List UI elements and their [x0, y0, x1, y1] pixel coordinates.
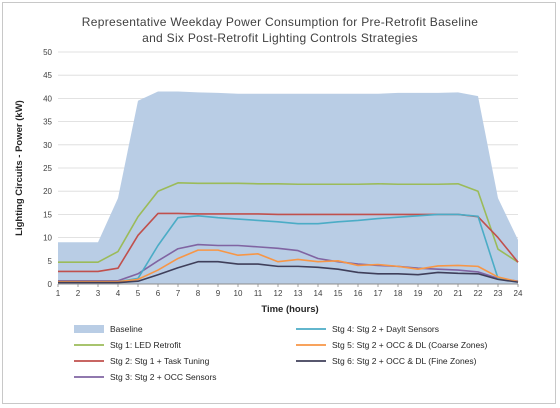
y-tick-label-15: 15	[43, 210, 52, 219]
y-tick-label-45: 45	[43, 71, 52, 80]
x-tick-label-24: 24	[514, 289, 523, 298]
legend-label-5: Stg 5: Stg 2 + OCC & DL (Coarse Zones)	[332, 340, 488, 350]
x-tick-label-15: 15	[334, 289, 343, 298]
x-tick-label-8: 8	[196, 289, 201, 298]
x-tick-label-10: 10	[234, 289, 243, 298]
y-axis-title: Lighting Circuits - Power (kW)	[14, 100, 25, 236]
y-tick-label-25: 25	[43, 164, 52, 173]
chart-title-line-2: and Six Post-Retrofit Lighting Controls …	[142, 31, 418, 45]
x-tick-label-23: 23	[494, 289, 503, 298]
x-tick-label-9: 9	[216, 289, 221, 298]
axes	[57, 283, 519, 287]
x-tick-label-13: 13	[294, 289, 303, 298]
y-tick-label-50: 50	[43, 48, 52, 57]
x-axis-title: Time (hours)	[261, 304, 318, 315]
y-tick-label-40: 40	[43, 94, 52, 103]
x-tick-label-1: 1	[56, 289, 61, 298]
x-tick-label-21: 21	[454, 289, 463, 298]
chart-title-line-1: Representative Weekday Power Consumption…	[82, 15, 478, 29]
legend-label-4: Stg 4: Stg 2 + Daylt Sensors	[332, 324, 439, 334]
y-tick-label-30: 30	[43, 141, 52, 150]
series-line-5	[58, 249, 519, 283]
x-tick-label-18: 18	[394, 289, 403, 298]
series-line-6	[58, 260, 519, 284]
x-tick-label-2: 2	[76, 289, 81, 298]
legend: Baseline Stg 1: LED Retrofit Stg 2: Stg 1 …	[74, 324, 488, 382]
series-area-baseline	[58, 91, 518, 284]
series-line-1	[58, 182, 519, 263]
area-series-layer	[58, 91, 518, 284]
y-tick-label-0: 0	[48, 280, 53, 289]
x-tick-label-17: 17	[374, 289, 383, 298]
x-tick-label-4: 4	[116, 289, 121, 298]
legend-label-6: Stg 6: Stg 2 + OCC & DL (Fine Zones)	[332, 356, 477, 366]
legend-swatch-0	[74, 325, 104, 333]
legend-label-3: Stg 3: Stg 2 + OCC Sensors	[110, 372, 217, 382]
x-tick-label-5: 5	[136, 289, 141, 298]
legend-label-1: Stg 1: LED Retrofit	[110, 340, 182, 350]
x-tick-label-20: 20	[434, 289, 443, 298]
x-tick-label-12: 12	[274, 289, 283, 298]
x-tick-label-7: 7	[176, 289, 181, 298]
y-tick-label-20: 20	[43, 187, 52, 196]
legend-label-2: Stg 2: Stg 1 + Task Tuning	[110, 356, 210, 366]
y-tick-label-35: 35	[43, 118, 52, 127]
x-tick-label-14: 14	[314, 289, 323, 298]
y-tick-label-10: 10	[43, 234, 52, 243]
legend-label-0: Baseline	[110, 324, 143, 334]
series-line-3	[58, 243, 519, 283]
x-tick-label-6: 6	[156, 289, 161, 298]
x-tick-label-19: 19	[414, 289, 423, 298]
x-tick-label-3: 3	[96, 289, 101, 298]
x-tick-label-16: 16	[354, 289, 363, 298]
y-tick-label-5: 5	[48, 257, 53, 266]
line-series-layer	[58, 182, 519, 284]
x-tick-label-11: 11	[254, 289, 263, 298]
x-tick-label-22: 22	[474, 289, 483, 298]
